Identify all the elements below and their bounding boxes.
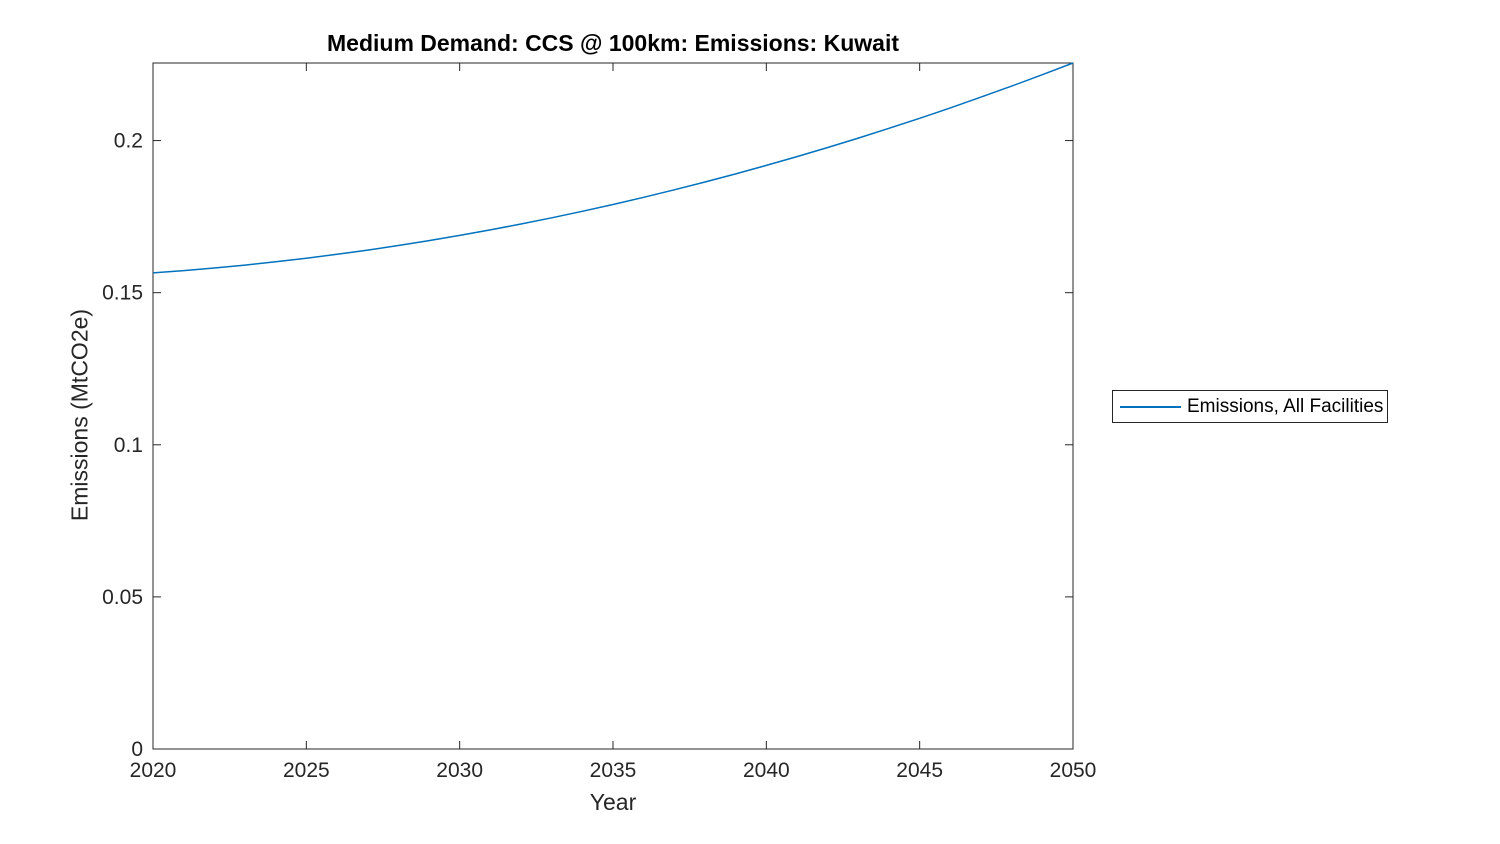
x-tick-label: 2025 xyxy=(283,759,330,782)
y-tick-label: 0.2 xyxy=(114,130,143,153)
legend-line-sample xyxy=(1120,405,1181,408)
y-tick-label: 0.05 xyxy=(102,586,143,609)
x-tick-label: 2045 xyxy=(896,759,943,782)
x-tick-label: 2030 xyxy=(436,759,483,782)
x-tick-label: 2050 xyxy=(1050,759,1097,782)
emissions-line xyxy=(152,62,1074,274)
y-axis-label: Emissions (MtCO2e) xyxy=(66,308,93,522)
y-tick-label: 0.15 xyxy=(102,282,143,305)
axes-box xyxy=(152,62,1074,750)
x-tick-label: 2035 xyxy=(590,759,637,782)
y-tick-label: 0.1 xyxy=(114,434,143,457)
x-tick-label: 2020 xyxy=(130,759,177,782)
legend-entry-label: Emissions, All Facilities xyxy=(1187,395,1384,417)
chart-title: Medium Demand: CCS @ 100km: Emissions: K… xyxy=(327,30,899,56)
legend: Emissions, All Facilities xyxy=(1112,390,1388,423)
x-tick-label: 2040 xyxy=(743,759,790,782)
x-axis-label: Year xyxy=(589,789,637,815)
y-tick-label: 0 xyxy=(131,738,143,761)
